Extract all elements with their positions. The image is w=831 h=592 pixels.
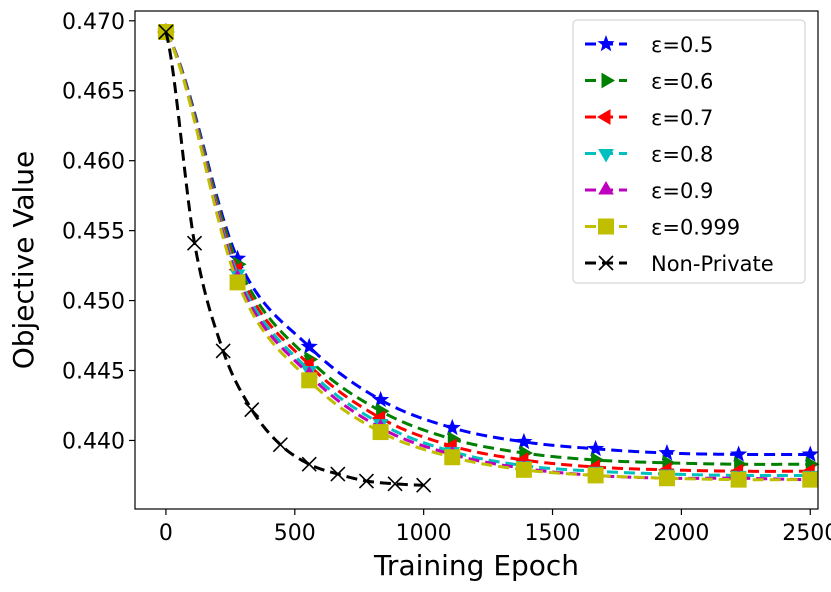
plot-frame [134,10,819,510]
y-tick-label: 0.460 [62,150,125,175]
data-point [272,437,288,453]
legend-marker [597,109,611,125]
legend-label: ε=0.7 [651,106,713,130]
x-tick-label: 1500 [525,521,581,546]
legend: ε=0.5 ε=0.6 ε=0.7 ε=0.8 ε=0.9 ε=0.999 Non-Priv… [572,19,806,284]
data-point [229,249,247,266]
data-point [330,466,346,482]
data-point [158,24,174,40]
legend-label: ε=0.9 [651,179,713,203]
legend-item: ε=0.9 [585,179,713,203]
data-point [372,424,389,441]
legend-marker [601,72,615,89]
x-axis-title: Training Epoch [373,549,579,582]
data-point [301,372,318,389]
legend-item: ε=0.999 [585,216,740,240]
legend-item: Non-Private [585,252,774,276]
legend-marker [598,218,614,235]
legend-marker [598,149,614,163]
legend-label: Non-Private [651,252,774,276]
y-axis-title: Objective Value [7,151,40,370]
data-point [215,343,231,359]
data-point [372,390,390,408]
series-line [164,31,424,487]
x-tick-label: 2000 [653,521,709,546]
legend-item: ε=0.7 [585,106,713,130]
series-line [164,31,811,457]
data-point [801,445,819,462]
data-point [515,461,532,478]
y-tick-label: 0.470 [62,10,125,35]
legend-marker [597,35,615,52]
plot-area [156,22,820,493]
data-point [300,337,318,355]
data-point [515,432,533,450]
y-tick-label: 0.445 [62,360,125,385]
legend-label: ε=0.8 [651,143,713,167]
legend-label: ε=0.5 [651,33,713,57]
data-point [587,439,605,457]
legend-box [572,19,806,284]
legend-item: ε=0.5 [585,33,713,57]
legend-marker [598,255,614,271]
data-point [658,444,676,461]
data-point [416,477,432,493]
series-line [164,31,811,478]
legend-label: ε=0.999 [651,216,740,240]
data-point [802,471,819,488]
legend-item: ε=0.6 [585,70,713,94]
data-point [229,274,246,291]
series-line [164,31,811,482]
series-line [164,31,811,466]
series-7 [158,24,432,493]
x-tick-label: 500 [274,521,316,546]
y-tick-label: 0.455 [62,220,125,245]
data-point [301,456,317,472]
data-point [730,445,748,462]
legend-item: ε=0.8 [585,143,713,167]
series-line [164,31,811,473]
data-point [658,470,675,487]
data-point [358,473,375,489]
data-point [444,449,461,466]
legend-label: ε=0.6 [651,70,713,94]
data-point [730,471,747,488]
data-point [587,467,604,484]
x-tick-label: 0 [159,521,173,546]
data-point [443,418,461,436]
legend-marker [598,181,614,195]
x-tick-label: 1000 [396,521,452,546]
data-point [387,476,403,492]
data-point [244,402,260,418]
y-tick-label: 0.450 [62,290,125,315]
y-tick-label: 0.440 [62,429,125,454]
data-point [186,235,203,251]
series-line [164,31,811,482]
y-tick-label: 0.465 [62,80,125,105]
series-1 [157,22,819,462]
